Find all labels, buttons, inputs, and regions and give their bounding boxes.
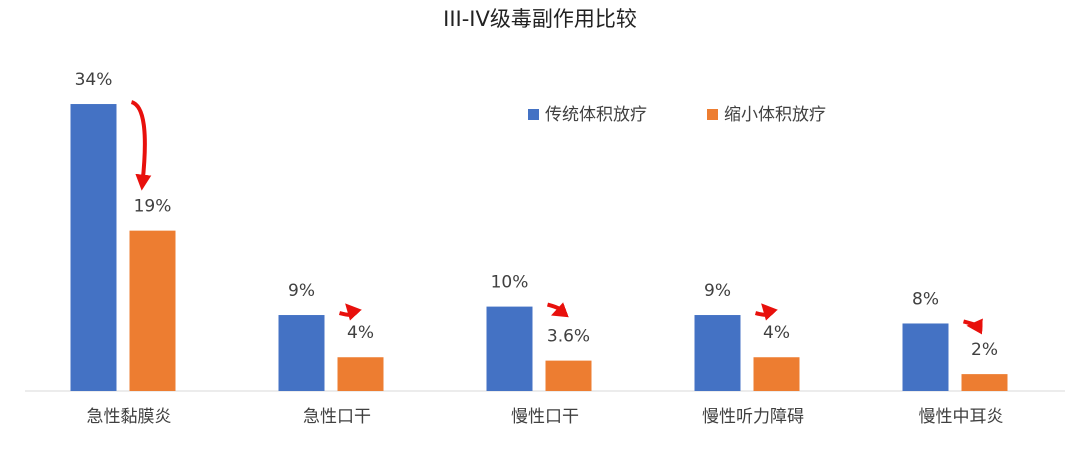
legend-swatch <box>528 109 539 120</box>
data-label: 19% <box>134 197 172 217</box>
data-label: 34% <box>75 70 113 90</box>
data-label: 4% <box>763 323 790 343</box>
data-label: 4% <box>347 323 374 343</box>
data-label: 8% <box>912 289 939 309</box>
bar <box>753 357 800 391</box>
arrow <box>962 318 983 335</box>
arrow <box>130 100 152 191</box>
bar <box>70 104 117 391</box>
x-tick-label: 急性黏膜炎 <box>87 407 172 427</box>
data-label: 9% <box>704 281 731 301</box>
legend-label: 缩小体积放疗 <box>724 105 826 125</box>
bar <box>902 323 949 391</box>
data-label: 3.6% <box>547 327 590 347</box>
arrow <box>338 303 362 321</box>
arrow <box>754 303 778 321</box>
x-tick-label: 急性口干 <box>303 407 371 427</box>
bar <box>961 374 1008 391</box>
bar <box>337 357 384 391</box>
legend-swatch <box>707 109 718 120</box>
x-tick-label: 慢性口干 <box>511 406 579 427</box>
chart-title: III-IV级毒副作用比较 <box>443 7 637 31</box>
arrow <box>546 302 569 318</box>
data-label: 9% <box>288 281 315 301</box>
data-label: 2% <box>971 340 998 360</box>
bar <box>129 230 176 391</box>
legend-label: 传统体积放疗 <box>545 105 647 125</box>
bar <box>278 315 325 391</box>
bar <box>486 306 533 391</box>
data-label: 10% <box>491 273 529 293</box>
x-tick-label: 慢性中耳炎 <box>919 406 1004 427</box>
bar <box>694 315 741 391</box>
x-tick-label: 慢性听力障碍 <box>702 406 804 427</box>
bar <box>545 360 592 391</box>
